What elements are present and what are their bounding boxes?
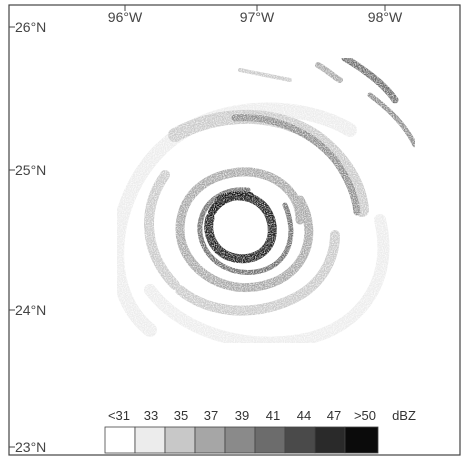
scale-unit-label: dBZ (392, 408, 416, 423)
ne-cells-2 (315, 62, 343, 83)
scale-swatch-0 (104, 426, 136, 454)
lon-label-98w: 98°W (368, 9, 403, 25)
south-rainband (175, 230, 340, 316)
lat-label-24n: 24°N (15, 302, 46, 318)
scale-label-1: 33 (144, 408, 158, 423)
scale-label-4: 39 (235, 408, 249, 423)
color-scale-legend: <31 33 35 37 39 41 44 47 >50 dBZ (104, 408, 416, 454)
scale-label-3: 37 (204, 408, 218, 423)
scale-label-6: 44 (297, 408, 311, 423)
ne-cells-3 (367, 92, 418, 148)
scale-swatch-5 (254, 426, 286, 454)
scale-swatch-2 (164, 426, 196, 454)
ne-cells-4 (238, 68, 292, 82)
lat-label-25n: 25°N (15, 162, 46, 178)
scale-swatch-6 (284, 426, 316, 454)
scale-label-5: 41 (266, 408, 280, 423)
eyewall-dense (208, 191, 254, 216)
scale-swatch-4 (224, 426, 256, 454)
scale-swatch-8 (344, 426, 379, 454)
outer-rainband-2 (144, 214, 390, 349)
scale-label-7: 47 (327, 408, 341, 423)
west-rainband (144, 170, 180, 290)
scale-label-8: >50 (354, 408, 376, 423)
lon-label-97w: 97°W (240, 9, 275, 25)
longitude-ticks (124, 5, 386, 11)
north-rainband (168, 109, 369, 217)
outer-rainband (110, 102, 357, 337)
north-rainband-core (231, 114, 361, 216)
scale-swatch-3 (194, 426, 226, 454)
scale-label-0: <31 (108, 408, 130, 423)
inner-spiral (175, 167, 314, 293)
lon-label-96w: 96°W (108, 9, 143, 25)
ne-cells-1 (341, 54, 399, 104)
latitude-ticks (9, 26, 15, 448)
lat-label-26n: 26°N (15, 19, 46, 35)
scale-swatch-1 (134, 426, 166, 454)
scale-swatch-7 (314, 426, 346, 454)
inner-spiral-core (197, 187, 294, 275)
scale-label-2: 35 (174, 408, 188, 423)
eye (226, 215, 256, 243)
radar-echoes (110, 54, 418, 349)
lat-label-23n: 23°N (15, 439, 46, 455)
